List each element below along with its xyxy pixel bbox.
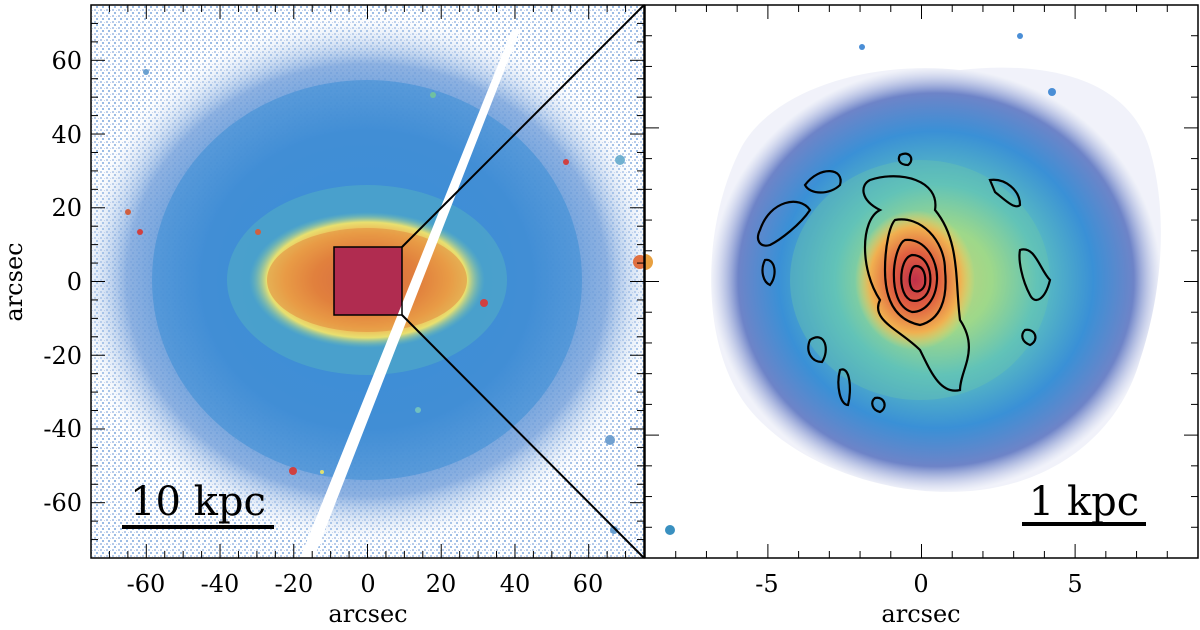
contour — [900, 253, 932, 302]
contour — [1018, 248, 1052, 302]
contour — [871, 396, 886, 414]
left-x-tick-label: 40 — [500, 570, 531, 598]
left-panel: -60 -40 -20 0 20 40 60 60 40 20 0 -20 -4… — [0, 4, 645, 628]
right-x-tick-label: -5 — [755, 570, 778, 598]
left-y-tick-label: -60 — [43, 489, 82, 517]
left-scale-bar — [122, 525, 274, 529]
contour — [803, 170, 842, 194]
contour — [807, 336, 827, 364]
left-y-tick-label: 60 — [51, 47, 82, 75]
left-x-tick-label: 20 — [426, 570, 457, 598]
contour — [837, 368, 851, 407]
nucleus — [855, 210, 975, 350]
left-x-tick-label: 60 — [573, 570, 604, 598]
contour — [897, 152, 913, 167]
zoom-box — [333, 246, 403, 316]
saturated-core — [334, 247, 402, 315]
left-y-tick-label: 0 — [67, 268, 82, 296]
chip-gap-stripe — [300, 30, 520, 558]
right-x-axis-title: arcsec — [881, 600, 960, 628]
left-y-tick-label: -20 — [43, 342, 82, 370]
left-scale-label: 10 kpc — [130, 479, 266, 525]
contour — [892, 238, 939, 314]
left-y-axis-title: arcsec — [0, 242, 28, 321]
right-image — [645, 5, 1198, 558]
left-x-tick-label: -40 — [201, 570, 240, 598]
zoom-line-bottom — [401, 314, 645, 559]
contour — [761, 258, 776, 287]
left-y-tick-label: -40 — [43, 415, 82, 443]
contour — [1021, 328, 1037, 347]
right-x-tick-label: 0 — [913, 570, 928, 598]
left-x-axis-title: arcsec — [328, 600, 407, 628]
contour — [988, 178, 1022, 208]
right-scale-bar — [1022, 522, 1146, 526]
right-scale-label: 1 kpc — [1029, 479, 1139, 525]
right-ticks — [645, 5, 1198, 558]
zoom-line-top — [401, 4, 645, 248]
left-y-tick-label: 40 — [51, 121, 82, 149]
contour-peak — [908, 264, 927, 293]
contour-outer — [862, 175, 970, 392]
contour — [756, 200, 812, 247]
contour — [883, 218, 947, 327]
co-contours — [756, 152, 1052, 414]
left-x-tick-label: 0 — [360, 570, 375, 598]
left-x-tick-label: -60 — [127, 570, 166, 598]
left-image — [91, 5, 644, 558]
left-x-tick-label: -20 — [275, 570, 314, 598]
right-x-tick-label: 5 — [1067, 570, 1082, 598]
right-panel: -5 0 5 arcsec 1 kpc — [644, 4, 1199, 628]
left-y-tick-label: 20 — [51, 194, 82, 222]
left-ticks — [91, 5, 644, 558]
